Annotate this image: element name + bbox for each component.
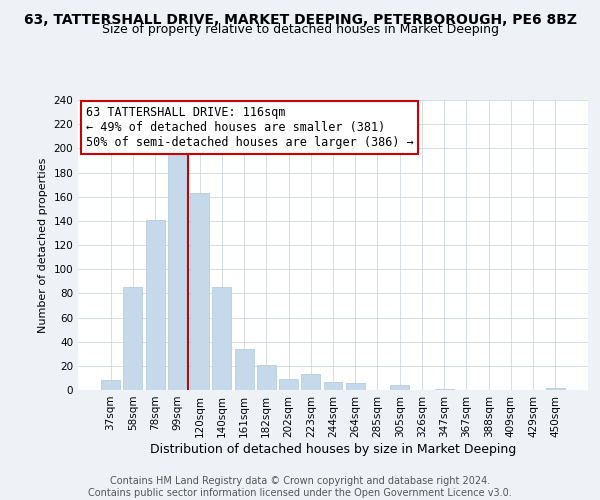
Bar: [101, 380, 120, 390]
Bar: [301, 374, 320, 390]
Text: Contains HM Land Registry data © Crown copyright and database right 2024.
Contai: Contains HM Land Registry data © Crown c…: [88, 476, 512, 498]
Text: Size of property relative to detached houses in Market Deeping: Size of property relative to detached ho…: [101, 22, 499, 36]
Bar: [546, 388, 565, 390]
Text: 63, TATTERSHALL DRIVE, MARKET DEEPING, PETERBOROUGH, PE6 8BZ: 63, TATTERSHALL DRIVE, MARKET DEEPING, P…: [23, 12, 577, 26]
Y-axis label: Number of detached properties: Number of detached properties: [38, 158, 48, 332]
Bar: [235, 349, 254, 390]
Bar: [390, 385, 409, 390]
Bar: [190, 193, 209, 390]
Bar: [323, 382, 343, 390]
Bar: [279, 379, 298, 390]
Bar: [146, 220, 164, 390]
Bar: [212, 288, 231, 390]
Bar: [257, 364, 276, 390]
Bar: [435, 389, 454, 390]
Bar: [346, 383, 365, 390]
X-axis label: Distribution of detached houses by size in Market Deeping: Distribution of detached houses by size …: [150, 442, 516, 456]
Text: 63 TATTERSHALL DRIVE: 116sqm
← 49% of detached houses are smaller (381)
50% of s: 63 TATTERSHALL DRIVE: 116sqm ← 49% of de…: [86, 106, 413, 149]
Bar: [124, 288, 142, 390]
Bar: [168, 150, 187, 390]
